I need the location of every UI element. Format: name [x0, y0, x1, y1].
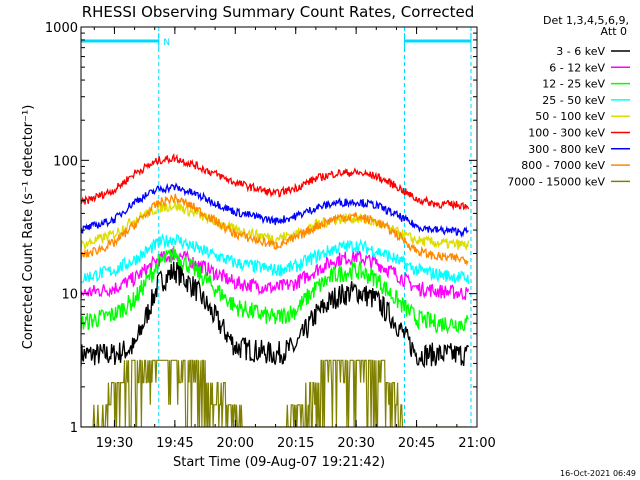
series-line [81, 201, 470, 252]
legend-label: 7000 - 15000 keV [507, 175, 605, 188]
footer-stamp: 16-Oct-2021 06:49 [560, 469, 636, 478]
chart-title: RHESSI Observing Summary Count Rates, Co… [82, 3, 475, 21]
plot-frame [80, 26, 478, 428]
x-tick-label: 19:30 [96, 436, 133, 451]
x-tick-label: 20:30 [337, 436, 374, 451]
series-line [81, 182, 469, 238]
x-tick-label: 20:15 [277, 436, 314, 451]
y-axis-label: Corrected Count Rate (s⁻¹ detector⁻¹) [21, 105, 36, 350]
series-line [81, 153, 470, 211]
legend-label: 50 - 100 keV [535, 110, 605, 123]
y-tick-label: 1000 [45, 21, 78, 36]
x-tick-label: 19:45 [156, 436, 193, 451]
x-tick-label: 20:00 [217, 436, 254, 451]
legend-label: 300 - 800 keV [528, 143, 605, 156]
legend-header: Att 0 [601, 25, 627, 38]
x-axis-label: Start Time (09-Aug-07 19:21:42) [173, 455, 385, 470]
x-tick-label: 20:45 [398, 436, 435, 451]
legend-label: 6 - 12 keV [549, 61, 605, 74]
night-bars: N [80, 33, 472, 49]
y-axis: 1 10 100 1000 [45, 21, 477, 436]
legend-label: 3 - 6 keV [556, 45, 605, 58]
y-tick-label: 100 [53, 154, 78, 169]
y-tick-label: 10 [61, 288, 78, 303]
series-group [81, 153, 470, 427]
y-tick-label: 1 [70, 421, 78, 436]
legend-label: 100 - 300 keV [528, 127, 605, 140]
x-tick-label: 21:00 [458, 436, 495, 451]
night-bar-label: N [163, 38, 170, 48]
series-line [81, 261, 470, 369]
series-line [81, 193, 469, 266]
legend-label: 25 - 50 keV [542, 94, 605, 107]
legend-label: 12 - 25 keV [542, 78, 605, 91]
series-line [81, 245, 469, 335]
legend-header: Det 1,3,4,5,6,9, [543, 14, 629, 27]
x-axis: 19:30 19:45 20:00 20:15 20:30 20:45 21:00 [93, 27, 496, 451]
series-line [81, 247, 470, 301]
series-line [81, 359, 469, 427]
legend: Det 1,3,4,5,6,9,Att 0 3 - 6 keV 6 - 12 keV… [507, 14, 630, 188]
legend-label: 800 - 7000 keV [521, 159, 605, 172]
series-line [81, 233, 470, 285]
